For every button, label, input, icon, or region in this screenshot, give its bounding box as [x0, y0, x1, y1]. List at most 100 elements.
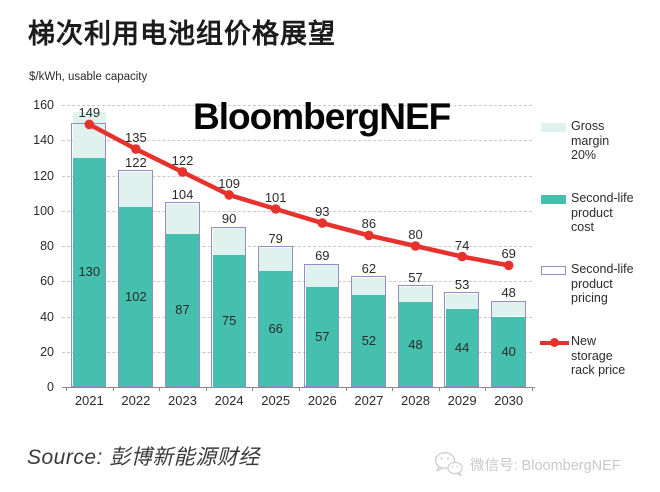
- pricing-value-label: 69: [315, 248, 330, 264]
- y-tick-label: 0: [47, 380, 54, 394]
- cost-bar: [259, 270, 293, 387]
- gross-margin-segment: [352, 277, 386, 296]
- wechat-id-text: 微信号: BloombergNEF: [470, 457, 621, 474]
- price-line-dot: [364, 230, 374, 241]
- x-axis-category-label: 2024: [214, 393, 244, 408]
- x-axis-tick: [159, 387, 161, 391]
- wechat-footer: 微信号: BloombergNEF: [434, 449, 621, 479]
- cost-value-label: 57: [315, 328, 330, 344]
- cost-value-label: 102: [125, 289, 147, 305]
- pricing-outline: [397, 285, 433, 388]
- x-axis-tick: [66, 387, 67, 391]
- line-value-label: 86: [361, 216, 377, 232]
- price-line-dot: [84, 119, 95, 130]
- cost-bar: [212, 254, 246, 387]
- pricing-outline: [444, 292, 480, 388]
- x-axis-tick: [438, 387, 440, 391]
- cost-value-label: 87: [175, 302, 190, 318]
- price-line-dot: [224, 190, 234, 200]
- x-axis-category-label: 2026: [307, 393, 337, 408]
- gridline-140: [62, 140, 532, 142]
- line-value-label: 74: [454, 237, 470, 253]
- x-axis-tick: [345, 387, 347, 391]
- cost-bar: [72, 157, 106, 387]
- pricing-value-label: 104: [171, 186, 194, 202]
- gross-margin-segment: [212, 228, 246, 255]
- x-axis-tick: [532, 387, 533, 391]
- x-axis-category-label: 2022: [121, 393, 151, 408]
- y-tick-label: 160: [33, 98, 54, 112]
- gross-margin-segment: [445, 293, 479, 310]
- gross-margin-segment: [119, 171, 153, 208]
- gridline-100: [62, 210, 532, 212]
- gross-margin-segment: [399, 286, 432, 303]
- price-line-dot: [317, 218, 328, 228]
- legend-swatch: [541, 123, 566, 132]
- x-axis-tick: [485, 387, 487, 391]
- price-line-dot: [270, 204, 281, 214]
- x-axis-category-label: 2029: [447, 393, 477, 408]
- x-axis-tick: [299, 387, 300, 391]
- y-axis-units-label: $/kWh, usable capacity: [29, 71, 148, 83]
- x-axis-category-label: 2021: [74, 393, 104, 408]
- x-axis-tick: [112, 387, 114, 391]
- pricing-value-label: 53: [454, 276, 470, 292]
- gridline-80: [62, 246, 532, 247]
- cost-bar: [166, 233, 199, 387]
- line-value-label: 69: [501, 246, 516, 262]
- x-axis-category-label: 2027: [354, 393, 384, 408]
- line-value-label: 149: [78, 105, 101, 121]
- wechat-icon: [434, 451, 463, 477]
- cost-bar: [305, 286, 339, 387]
- cost-value-label: 44: [454, 340, 470, 356]
- x-axis-category-label: 2030: [494, 393, 524, 408]
- gridline-120: [62, 175, 532, 177]
- cost-value-label: 52: [361, 333, 377, 349]
- price-line-dot: [503, 260, 514, 271]
- gross-margin-segment: [259, 247, 293, 271]
- legend-line-dot: [550, 338, 559, 347]
- legend-swatch: [541, 266, 566, 275]
- line-value-label: 93: [315, 204, 330, 220]
- pricing-value-label: 122: [125, 154, 147, 170]
- chart-title: 梯次利用电池组价格展望: [28, 19, 336, 49]
- x-axis-category-label: 2028: [401, 393, 430, 408]
- legend-label: New storage rack price: [571, 334, 626, 377]
- cost-value-label: 75: [221, 312, 237, 328]
- y-tick-label: 40: [40, 309, 54, 324]
- line-value-label: 135: [125, 130, 147, 146]
- line-value-label: 101: [264, 189, 287, 205]
- cost-value-label: 40: [501, 343, 516, 359]
- cost-bar: [119, 207, 153, 387]
- legend-line-swatch: [540, 338, 569, 347]
- pricing-outline: [117, 170, 153, 388]
- pricing-outline: [304, 263, 340, 388]
- y-tick-label: 120: [33, 168, 54, 183]
- y-tick-label: 100: [33, 203, 54, 218]
- pricing-outline: [350, 276, 386, 388]
- bloombergnef-watermark: BloombergNEF: [193, 96, 451, 137]
- gross-margin-segment: [492, 302, 526, 317]
- cost-bar: [399, 302, 432, 387]
- price-line-dot: [177, 167, 188, 177]
- price-line-dot: [457, 251, 467, 262]
- line-value-label: 109: [218, 175, 240, 191]
- pricing-value-label: 48: [501, 285, 516, 301]
- legend-label: Gross margin 20%: [571, 119, 610, 162]
- pricing-value-label: 79: [268, 230, 283, 246]
- cost-value-label: 48: [408, 336, 423, 352]
- gridline-60: [62, 281, 532, 283]
- x-axis-tick: [252, 387, 254, 391]
- x-axis-tick: [392, 387, 394, 391]
- y-tick-label: 60: [40, 274, 54, 289]
- pricing-outline: [211, 226, 247, 388]
- cost-bar: [492, 316, 526, 387]
- gridline-20: [62, 351, 532, 353]
- x-axis-line: [62, 387, 535, 388]
- line-value-label: 80: [408, 227, 423, 242]
- x-axis-tick: [205, 387, 207, 391]
- pricing-outline: [164, 202, 200, 388]
- gross-margin-segment: [305, 265, 339, 287]
